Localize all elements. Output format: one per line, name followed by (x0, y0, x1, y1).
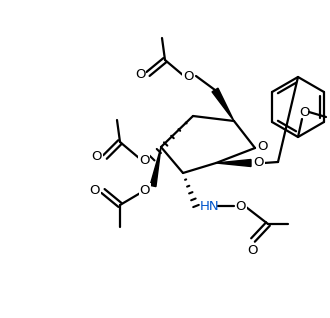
Text: O: O (248, 244, 258, 257)
Text: HN: HN (200, 201, 220, 213)
Polygon shape (150, 147, 161, 187)
Text: O: O (92, 150, 102, 163)
Text: O: O (183, 70, 193, 82)
Text: O: O (140, 183, 150, 197)
Text: O: O (254, 156, 264, 169)
Text: O: O (257, 141, 267, 154)
Polygon shape (216, 160, 251, 167)
Text: O: O (236, 199, 246, 212)
Text: O: O (139, 154, 149, 167)
Text: O: O (135, 67, 145, 80)
Polygon shape (212, 88, 234, 121)
Text: O: O (90, 184, 100, 197)
Text: O: O (299, 106, 309, 119)
